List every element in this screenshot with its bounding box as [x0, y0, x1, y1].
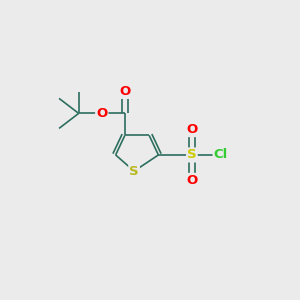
Text: O: O [186, 174, 197, 187]
Text: S: S [129, 165, 139, 178]
Text: Cl: Cl [214, 148, 228, 161]
Text: O: O [119, 85, 130, 98]
Text: S: S [187, 148, 197, 161]
Text: O: O [186, 123, 197, 136]
Text: O: O [96, 107, 107, 120]
